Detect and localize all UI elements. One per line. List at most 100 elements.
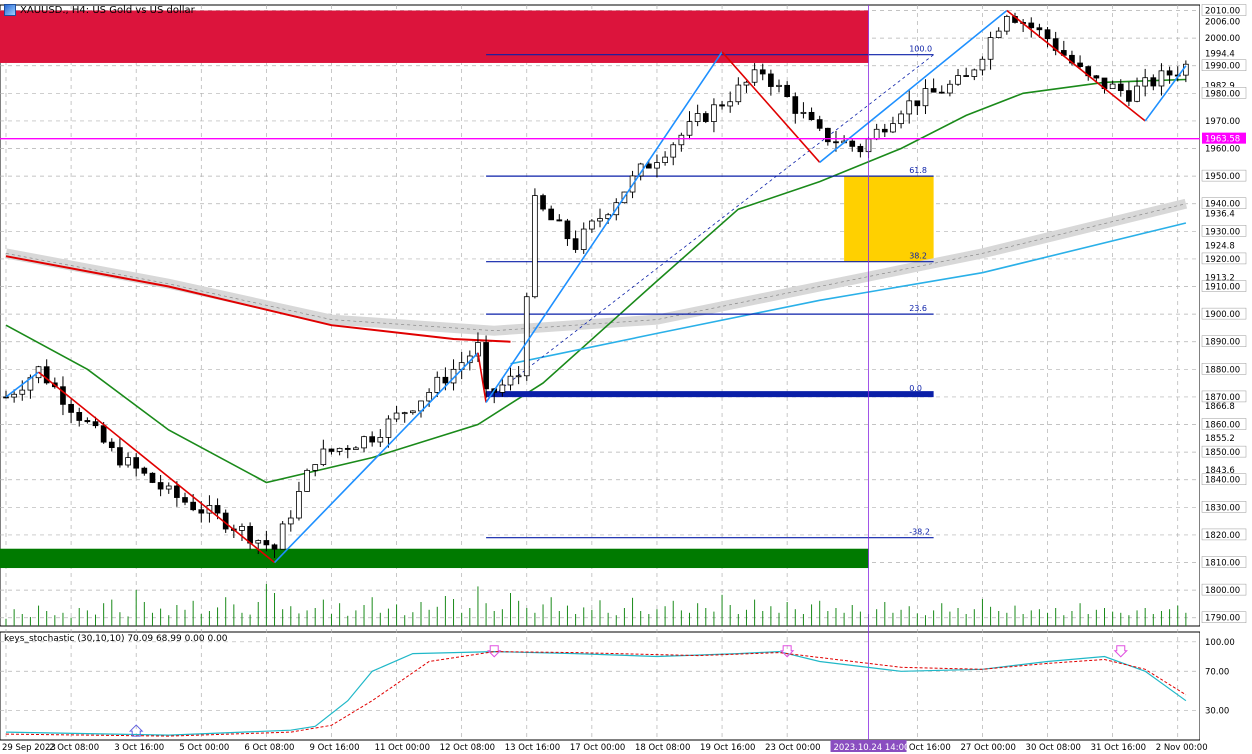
candle: [971, 68, 978, 81]
candle: [279, 521, 286, 550]
candle: [849, 139, 856, 152]
chart-window-icon: [4, 4, 16, 16]
time-tick-label: 11 Oct 00:00: [375, 743, 430, 753]
candle: [76, 407, 83, 427]
sell-arrow-icon: [487, 645, 502, 658]
price-tick-label: 1870.00: [1205, 393, 1240, 403]
candle-body: [890, 123, 896, 133]
candle-body: [776, 84, 782, 87]
candle-body: [645, 163, 652, 169]
fib-label: 38.2: [909, 252, 927, 261]
candle: [182, 492, 188, 506]
candle: [523, 292, 530, 381]
price-tick-label: 1890.00: [1205, 338, 1240, 348]
candle: [68, 399, 74, 423]
candle: [239, 523, 245, 541]
candle: [344, 445, 351, 459]
candle-body: [1126, 90, 1132, 102]
price-tick-label: 1830.00: [1205, 503, 1240, 513]
candle-body: [483, 342, 489, 390]
candle-body: [11, 393, 17, 398]
time-tick-label: 6 Oct 08:00: [244, 743, 294, 753]
price-tick-label: 1930.00: [1205, 227, 1240, 237]
candle-body: [938, 91, 945, 94]
candle-body: [296, 491, 302, 519]
stoch-signal-line: [5, 651, 1187, 737]
candle: [43, 359, 50, 385]
candle-body: [572, 238, 579, 250]
zigzag-segment: [819, 9, 1008, 163]
time-tick-label: 3 Oct 16:00: [114, 743, 164, 753]
candle-body: [1142, 77, 1149, 87]
stoch-tick-label: 30.00: [1205, 707, 1229, 717]
candle: [540, 193, 546, 212]
candle-body: [1158, 70, 1165, 87]
price-tag-bg: [1201, 418, 1247, 430]
price-tick-label: 1880.00: [1205, 365, 1240, 375]
crosshair-time-bg: [830, 740, 907, 752]
ma-lightblue-line: [510, 222, 1187, 365]
price-tick-label: 1920.00: [1205, 255, 1240, 265]
candle-body: [157, 482, 164, 490]
time-tick-label: 23 Oct 00:00: [765, 743, 820, 753]
candle: [759, 63, 766, 81]
candle-body: [304, 469, 310, 492]
candle: [263, 530, 270, 552]
zigzag-lines: [5, 9, 1187, 564]
candle-body: [361, 436, 367, 449]
candle-body: [214, 505, 221, 514]
candle: [548, 205, 555, 221]
candle-body: [255, 540, 262, 544]
candle-body: [426, 392, 432, 402]
candle: [987, 31, 994, 70]
price-tick-label: 1800.00: [1205, 586, 1240, 596]
candle-body: [198, 509, 205, 514]
candle-body: [239, 525, 245, 531]
candle: [881, 123, 888, 138]
candle-body: [434, 376, 441, 393]
candle: [532, 188, 538, 299]
candle: [393, 405, 400, 422]
candle: [1142, 68, 1149, 97]
price-tag-bg: [1201, 583, 1247, 596]
candle: [1134, 77, 1140, 103]
price-tick-label: 1850.00: [1205, 448, 1240, 458]
candle-body: [515, 375, 522, 378]
candle-body: [76, 412, 83, 421]
candle: [385, 415, 392, 448]
time-tick-label: 17 Oct 00:00: [570, 743, 625, 753]
candle-body: [662, 156, 668, 163]
candle-body: [816, 119, 823, 129]
price-tick-label: 1810.00: [1205, 559, 1240, 569]
candle-body: [507, 375, 514, 386]
candle-body: [751, 69, 758, 83]
candle-body: [1077, 62, 1083, 68]
zigzag-segment: [5, 371, 40, 398]
price-tick-label: 1840.00: [1205, 476, 1240, 486]
candle-body: [43, 366, 50, 384]
price-tag-bg: [1201, 335, 1247, 347]
candle: [401, 411, 408, 423]
candle: [816, 115, 823, 132]
zigzag-segment: [1006, 9, 1146, 122]
candle-body: [670, 144, 677, 158]
candle-body: [686, 121, 693, 136]
candle: [149, 472, 156, 484]
buy-arrow-icon: [128, 724, 144, 737]
fib-label: 100.0: [909, 45, 932, 54]
candle-body: [1028, 22, 1035, 29]
candle: [694, 104, 701, 127]
candle: [686, 111, 693, 140]
ma-red-line: [5, 255, 511, 343]
candle-body: [92, 421, 99, 427]
candle-body: [1036, 27, 1043, 31]
candle-body: [182, 497, 188, 503]
candle-body: [385, 418, 392, 438]
candle: [906, 90, 913, 124]
candle-body: [287, 517, 294, 525]
candle-body: [743, 81, 750, 86]
candle: [914, 100, 921, 116]
candle-body: [881, 128, 888, 133]
candle-body: [1093, 75, 1100, 79]
